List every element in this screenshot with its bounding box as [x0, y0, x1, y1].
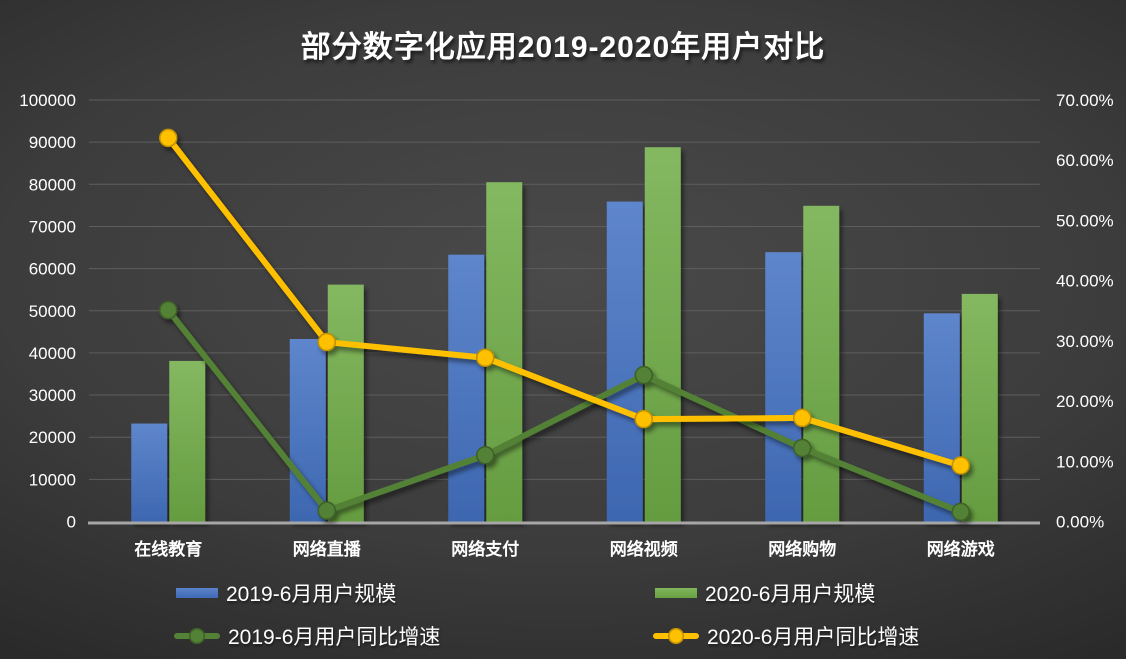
bar: [803, 205, 840, 522]
data-point-marker: [951, 502, 970, 522]
right-axis-tick: 20.00%: [1056, 392, 1114, 411]
category-label: 网络游戏: [927, 539, 995, 559]
data-point-marker: [317, 501, 336, 520]
bar: [131, 423, 168, 522]
bar: [923, 313, 960, 522]
category-label: 网络支付: [451, 539, 519, 559]
left-axis-tick: 50000: [29, 302, 76, 321]
left-axis-tick: 60000: [29, 260, 76, 279]
right-axis-tick: 0.00%: [1056, 513, 1104, 532]
data-point-marker: [159, 128, 178, 148]
left-axis-tick: 100000: [19, 91, 76, 110]
bar-series-0: [131, 201, 960, 522]
bar: [765, 252, 802, 522]
category-label: 在线教育: [134, 539, 202, 559]
legend-item-2020-growth: 2020-6月用户同比增速: [653, 621, 919, 651]
data-point-marker: [634, 409, 653, 429]
line-series-0: [159, 300, 970, 522]
data-point-marker: [793, 438, 812, 458]
data-point-marker: [159, 300, 178, 320]
data-point-marker: [476, 348, 495, 367]
bar-series-1: [169, 147, 998, 522]
left-axis-tick: 90000: [29, 133, 76, 152]
legend-swatch-2019-line-icon: [174, 627, 220, 645]
left-axis-tick: 80000: [29, 175, 76, 194]
right-axis-tick: 10.00%: [1056, 452, 1114, 471]
trend-line: [165, 134, 964, 469]
bar: [644, 147, 681, 522]
left-axis-tick: 30000: [29, 386, 76, 405]
data-point-marker: [951, 456, 970, 475]
legend-label-2019-growth: 2019-6月用户同比增速: [228, 626, 441, 649]
line-series-1: [159, 128, 970, 475]
legend-item-2020-users: 2020-6月用户规模: [655, 578, 875, 608]
legend-swatch-2020-bar-icon: [655, 588, 697, 598]
legend-item-2019-growth: 2019-6月用户同比增速: [174, 621, 440, 651]
data-point-marker: [634, 365, 653, 385]
chart-title: 部分数字化应用2019-2020年用户对比: [300, 31, 826, 64]
bar: [327, 284, 364, 522]
legend-label-2020-growth: 2020-6月用户同比增速: [707, 626, 920, 649]
right-axis-tick: 40.00%: [1056, 272, 1114, 291]
left-axis-tick: 0: [67, 513, 76, 532]
bar: [169, 360, 206, 522]
bar: [961, 293, 998, 522]
right-axis-tick: 60.00%: [1056, 151, 1114, 170]
legend-label-2019-users: 2019-6月用户规模: [226, 583, 397, 606]
left-axis-tick: 70000: [29, 217, 76, 236]
trend-line: [165, 307, 964, 515]
data-point-marker: [317, 332, 336, 352]
right-axis-tick: 30.00%: [1056, 332, 1114, 351]
right-axis-tick: 50.00%: [1056, 211, 1114, 230]
bar: [289, 338, 326, 522]
category-label: 网络视频: [610, 539, 678, 559]
left-axis-tick: 40000: [29, 344, 76, 363]
data-point-marker: [793, 408, 812, 428]
legend-item-2019-users: 2019-6月用户规模: [176, 578, 396, 608]
bar: [606, 201, 643, 522]
data-point-marker: [476, 446, 495, 465]
bar: [448, 254, 485, 522]
left-axis-tick: 10000: [29, 470, 76, 489]
legend-label-2020-users: 2020-6月用户规模: [705, 583, 876, 606]
right-axis-tick: 70.00%: [1056, 91, 1114, 110]
category-label: 网络购物: [768, 539, 836, 559]
legend-swatch-2019-bar-icon: [176, 588, 218, 598]
left-axis-tick: 20000: [29, 428, 76, 447]
legend-swatch-2020-line-icon: [653, 627, 699, 645]
category-label: 网络直播: [293, 539, 362, 559]
